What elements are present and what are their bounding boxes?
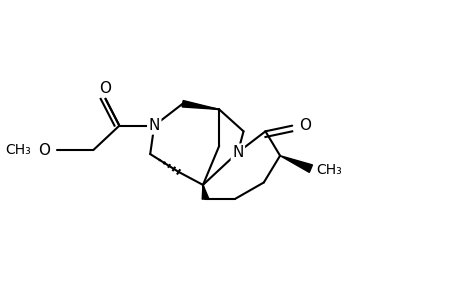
Polygon shape [280,156,312,172]
Text: CH₃: CH₃ [5,143,31,157]
Text: N: N [232,145,243,160]
Text: O: O [99,81,112,96]
Text: N: N [148,118,160,133]
Polygon shape [202,185,208,199]
Text: O: O [298,118,310,133]
Polygon shape [182,100,218,109]
Text: O: O [38,142,50,158]
Text: CH₃: CH₃ [315,163,341,177]
